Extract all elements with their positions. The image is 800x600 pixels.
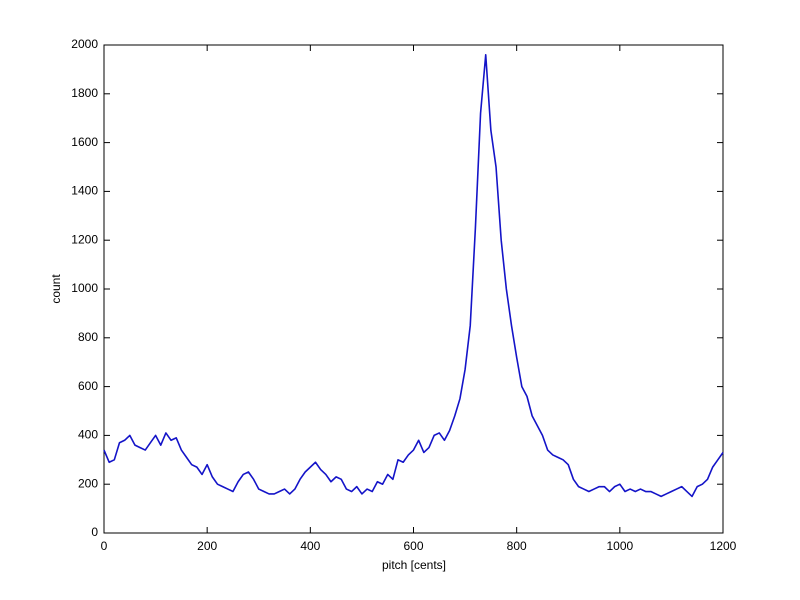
y-tick-label: 600	[78, 379, 98, 393]
x-tick-label: 0	[101, 539, 108, 553]
data-line	[103, 53, 724, 498]
x-tick-label: 600	[403, 539, 423, 553]
x-tick-label: 400	[300, 539, 320, 553]
y-tick-label: 200	[78, 476, 98, 490]
x-axis-label: pitch [cents]	[382, 558, 446, 572]
y-tick-label: 1400	[71, 184, 98, 198]
y-tick-label: 1800	[71, 86, 98, 100]
y-tick-label: 1000	[71, 281, 98, 295]
x-tick-label: 800	[507, 539, 527, 553]
y-axis-label: count	[49, 274, 63, 304]
y-tick-label: 800	[78, 330, 98, 344]
y-tick-label: 0	[91, 525, 98, 539]
y-tick-label: 400	[78, 428, 98, 442]
y-tick-label: 2000	[71, 37, 98, 51]
x-tick-label: 1200	[710, 539, 737, 553]
x-tick-label: 1000	[606, 539, 633, 553]
y-tick-label: 1200	[71, 232, 98, 246]
x-tick-label: 200	[197, 539, 217, 553]
y-tick-label: 1600	[71, 135, 98, 149]
